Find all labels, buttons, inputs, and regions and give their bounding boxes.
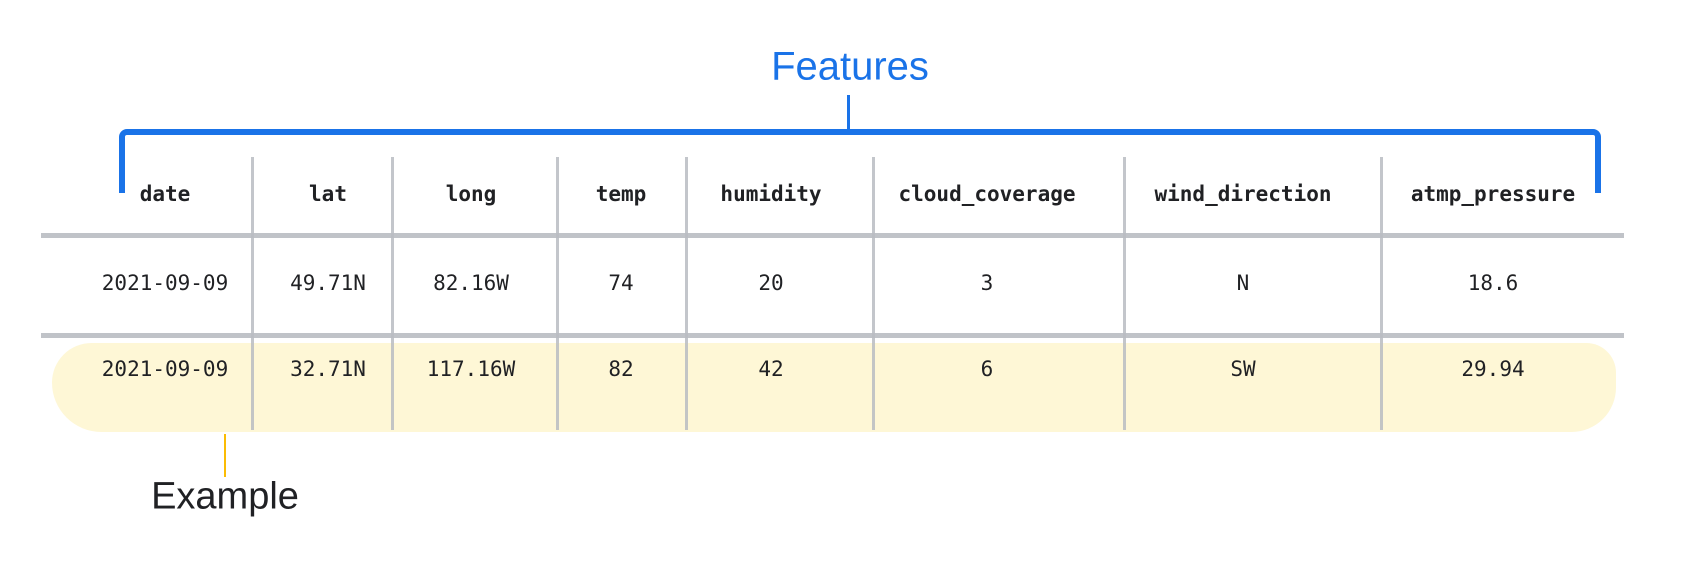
example-connector	[224, 434, 226, 477]
column-divider	[1123, 157, 1126, 430]
features-label: Features	[771, 44, 929, 89]
column-divider	[685, 157, 688, 430]
table-cell: SW	[1230, 357, 1256, 381]
table-cell: 32.71N	[290, 357, 366, 381]
table-cell: 82.16W	[433, 271, 509, 295]
column-header-humidity: humidity	[720, 182, 822, 206]
column-header-atmp_pressure: atmp_pressure	[1410, 182, 1576, 206]
column-header-temp: temp	[595, 182, 647, 206]
column-divider	[556, 157, 559, 430]
column-divider	[1380, 157, 1383, 430]
table-cell: 2021-09-09	[101, 271, 229, 295]
table-cell: 2021-09-09	[101, 357, 229, 381]
table-cell: 74	[608, 271, 634, 295]
table-cell: 18.6	[1467, 271, 1519, 295]
table-cell: 6	[980, 357, 994, 381]
table-cell: 82	[608, 357, 634, 381]
column-header-lat: lat	[309, 182, 347, 206]
header-divider	[41, 233, 1624, 238]
example-label: Example	[151, 475, 299, 518]
example-highlight	[52, 343, 1616, 432]
column-divider	[391, 157, 394, 430]
column-divider	[872, 157, 875, 430]
table-cell: 20	[758, 271, 784, 295]
table-cell: N	[1236, 271, 1250, 295]
column-header-long: long	[445, 182, 497, 206]
column-header-cloud_coverage: cloud_coverage	[898, 182, 1076, 206]
table-cell: 3	[980, 271, 994, 295]
column-header-date: date	[139, 182, 191, 206]
table-cell: 117.16W	[426, 357, 516, 381]
table-cell: 42	[758, 357, 784, 381]
features-connector	[847, 95, 850, 129]
table-cell: 49.71N	[290, 271, 366, 295]
features-bracket	[119, 129, 1601, 193]
column-header-wind_direction: wind_direction	[1154, 182, 1332, 206]
row-divider	[41, 333, 1624, 338]
table-cell: 29.94	[1461, 357, 1525, 381]
column-divider	[251, 157, 254, 430]
